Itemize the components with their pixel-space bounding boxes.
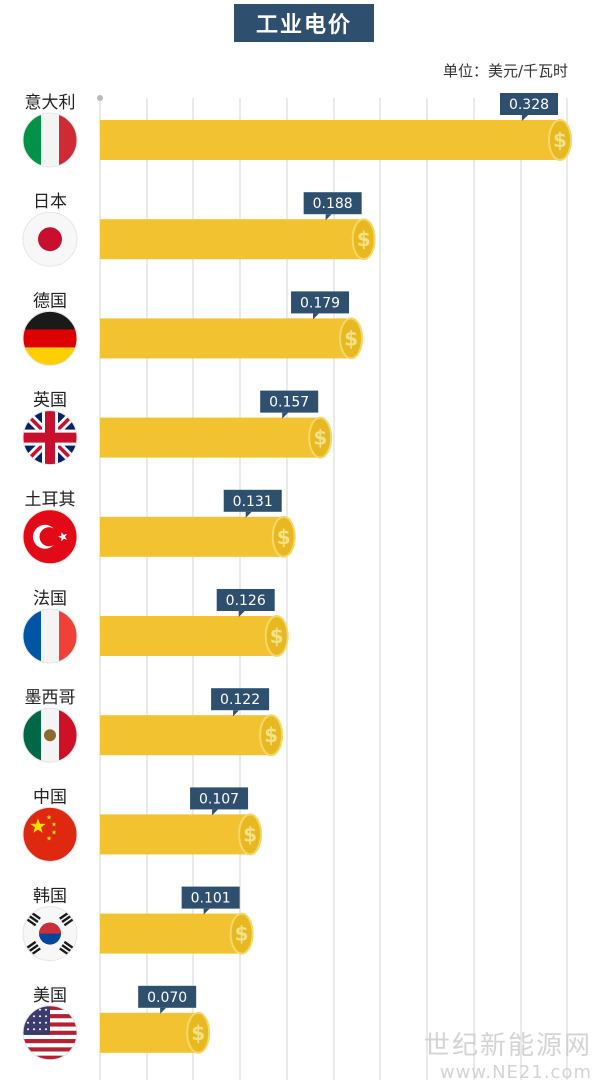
germany-flag-icon — [22, 310, 78, 366]
value-label-pointer — [238, 611, 245, 617]
bar — [100, 120, 560, 160]
value-label-pointer — [313, 313, 320, 320]
country-label: 美国 — [33, 986, 67, 1006]
watermark: 世纪新能源网 www.NE21.com — [424, 1025, 592, 1083]
value-label-box — [190, 787, 249, 810]
coin-icon — [229, 912, 254, 955]
value-label-pointer — [233, 710, 240, 717]
value-label-box — [181, 886, 240, 909]
turkey-flag-icon — [22, 509, 78, 565]
japan-flag-icon — [22, 211, 78, 267]
value-label: 0.122 — [220, 692, 260, 708]
coin-icon — [271, 515, 296, 558]
coin-icon — [339, 317, 364, 360]
bar — [100, 1012, 199, 1053]
korea-flag-icon — [22, 906, 78, 962]
value-label: 0.131 — [233, 494, 273, 510]
value-label-box — [260, 390, 319, 413]
country-label: 意大利 — [25, 93, 76, 113]
country-label: 中国 — [33, 787, 67, 807]
dollar-icon: $ — [235, 922, 249, 946]
dollar-icon: $ — [313, 426, 327, 450]
bar — [100, 715, 272, 756]
coin-icon — [259, 714, 284, 757]
coin-icon — [186, 1011, 211, 1054]
value-label: 0.179 — [300, 295, 340, 311]
bar — [100, 913, 242, 954]
bar — [100, 318, 352, 359]
coin-icon — [264, 615, 289, 657]
dollar-icon: $ — [553, 128, 567, 152]
chart-title: 工业电价 — [234, 4, 374, 42]
bar — [100, 814, 251, 855]
mexico-flag-icon — [22, 707, 78, 763]
country-label: 墨西哥 — [25, 688, 76, 708]
value-label-box — [291, 291, 350, 314]
country-label: 土耳其 — [25, 490, 76, 510]
bar — [100, 417, 321, 458]
value-label-box — [223, 489, 282, 512]
value-label: 0.157 — [269, 395, 309, 411]
usa-flag-icon — [22, 1005, 78, 1061]
value-label-pointer — [245, 511, 252, 518]
coin-icon — [308, 416, 333, 459]
watermark-name: 世纪新能源网 — [423, 1031, 592, 1061]
country-label: 日本 — [33, 192, 67, 212]
dollar-icon: $ — [277, 525, 291, 549]
value-label-box — [303, 192, 362, 215]
value-label-pointer — [282, 412, 289, 419]
france-flag-icon — [22, 608, 78, 664]
value-label-box — [500, 93, 558, 115]
bar — [100, 219, 364, 260]
bar — [100, 516, 284, 557]
value-label-pointer — [203, 908, 210, 915]
value-label-box — [216, 589, 275, 611]
value-label: 0.101 — [191, 891, 231, 907]
dollar-icon: $ — [264, 723, 278, 747]
dollar-icon: $ — [270, 624, 284, 648]
unit-label: 单位：美元/千瓦时 — [442, 62, 568, 80]
coin-icon — [238, 813, 263, 856]
value-label-box — [138, 985, 197, 1008]
country-label: 法国 — [33, 589, 67, 609]
value-label-pointer — [160, 1007, 167, 1014]
dollar-icon: $ — [191, 1021, 205, 1045]
value-label-pointer — [212, 809, 219, 816]
country-label: 德国 — [33, 291, 67, 311]
value-label-pointer — [522, 115, 528, 121]
bar — [100, 616, 277, 656]
dollar-icon: $ — [344, 326, 358, 350]
country-label: 英国 — [33, 391, 67, 411]
china-flag-icon — [22, 806, 78, 862]
watermark-url: www.NE21.com — [439, 1062, 592, 1083]
dollar-icon: $ — [243, 822, 257, 846]
value-label: 0.188 — [313, 196, 353, 212]
value-label: 0.107 — [199, 791, 239, 807]
dollar-icon: $ — [357, 227, 371, 251]
country-label: 韩国 — [33, 887, 67, 907]
value-label: 0.070 — [147, 990, 187, 1006]
value-label: 0.126 — [226, 593, 266, 609]
value-label: 0.328 — [509, 97, 549, 113]
axis-origin-dot — [97, 95, 103, 101]
coin-icon — [351, 218, 376, 261]
value-label-box — [211, 688, 270, 711]
coin-icon — [548, 119, 572, 161]
italy-flag-icon — [22, 112, 78, 168]
uk-flag-icon — [22, 410, 78, 466]
value-label-pointer — [325, 214, 332, 221]
